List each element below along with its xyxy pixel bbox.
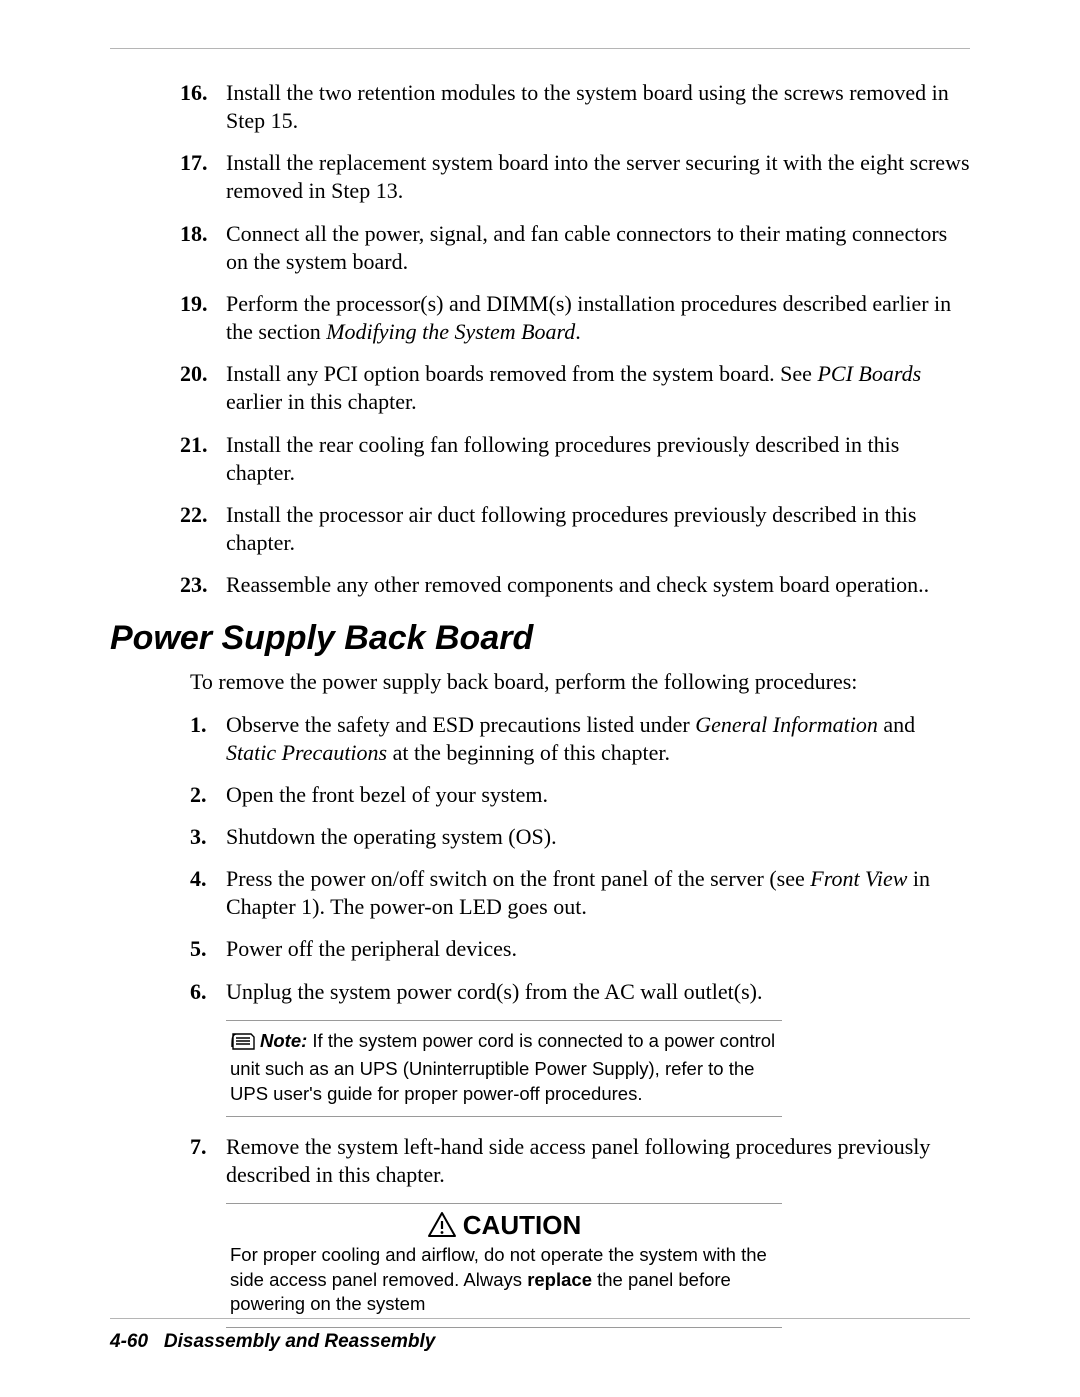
list-item: 16.Install the two retention modules to … [190,79,970,135]
step-text: Press the power on/off switch on the fro… [226,866,810,891]
step-number: 6. [190,978,207,1006]
note-icon [230,1031,256,1057]
list-item: 3. Shutdown the operating system (OS). [190,823,970,851]
note-label: Note: [260,1030,307,1051]
step-text: Install any PCI option boards removed fr… [226,361,817,386]
step-text: Unplug the system power cord(s) from the… [226,979,762,1004]
step-text: Install the rear cooling fan following p… [226,432,899,485]
step-number: 18. [180,220,208,248]
step-number: 4. [190,865,207,893]
bottom-rule [110,1318,970,1319]
step-text: earlier in this chapter. [226,389,417,414]
step-number: 21. [180,431,208,459]
step-number: 1. [190,711,207,739]
footer-title: Disassembly and Reassembly [164,1331,435,1352]
step-number: 23. [180,571,208,599]
manual-page: 16. Install the two retention modules to … [0,0,1080,1397]
page-footer: 4-60 Disassembly and Reassembly [110,1331,435,1353]
list-item: 22.Install the processor air duct follow… [190,501,970,557]
step-text: Install the replacement system board int… [226,150,970,203]
step-number: 20. [180,360,208,388]
list-item: 2. Open the front bezel of your system. [190,781,970,809]
step-number: 17. [180,149,208,177]
note-body: Note: If the system power cord is connec… [226,1021,782,1116]
step-text: . [575,319,581,344]
step-number: 7. [190,1133,207,1161]
list-item: 1. Observe the safety and ESD precautions… [190,711,970,767]
list-item: 20.Install any PCI option boards removed… [190,360,970,416]
step-text: Install the two retention modules to the… [226,80,949,133]
warning-icon [427,1211,457,1239]
section-intro: To remove the power supply back board, p… [190,668,970,696]
section-heading: Power Supply Back Board [110,619,970,658]
step-text: Reassemble any other removed components … [226,572,929,597]
step-text: Install the processor air duct following… [226,502,916,555]
list-item: 23.Reassemble any other removed componen… [190,571,970,599]
step-text: Observe the safety and ESD precautions l… [226,712,695,737]
list-item: 17.Install the replacement system board … [190,149,970,205]
caution-heading: CAUTION [226,1204,782,1243]
page-number: 4-60 [110,1331,148,1352]
list-item: 18.Connect all the power, signal, and fa… [190,220,970,276]
step-text: at the beginning of this chapter. [387,740,670,765]
step-number: 5. [190,935,207,963]
caution-body: For proper cooling and airflow, do not o… [226,1243,782,1326]
step-number: 19. [180,290,208,318]
list-item: 6. Unplug the system power cord(s) from t… [190,978,970,1006]
top-rule [110,48,970,49]
step-text: and [878,712,915,737]
step-text: Modifying the System Board [326,319,575,344]
step-text: Remove the system left-hand side access … [226,1134,930,1187]
step-number: 16. [180,79,208,107]
list-item: 4. Press the power on/off switch on the f… [190,865,970,921]
step-number: 22. [180,501,208,529]
procedure-steps-list: 1. Observe the safety and ESD precautions… [190,711,970,1006]
step-text: Open the front bezel of your system. [226,782,548,807]
callout-rule [226,1327,782,1328]
list-item: 21.Install the rear cooling fan followin… [190,431,970,487]
step-text: Static Precautions [226,740,387,765]
caution-label: CAUTION [463,1210,581,1240]
caution-callout: CAUTION For proper cooling and airflow, … [226,1203,782,1327]
callout-rule [226,1116,782,1117]
step-number: 2. [190,781,207,809]
continuation-steps-list: 16.Install the two retention modules to … [190,79,970,599]
list-item: 5. Power off the peripheral devices. [190,935,970,963]
step-text: General Information [695,712,878,737]
step-text: PCI Boards [817,361,921,386]
procedure-steps-list-cont: 7. Remove the system left-hand side acces… [190,1133,970,1189]
list-item: 19.Perform the processor(s) and DIMM(s) … [190,290,970,346]
step-text: Front View [810,866,907,891]
caution-text-bold: replace [527,1269,592,1290]
list-item: 7. Remove the system left-hand side acces… [190,1133,970,1189]
step-text: Connect all the power, signal, and fan c… [226,221,947,274]
step-text: Shutdown the operating system (OS). [226,824,557,849]
note-callout: Note: If the system power cord is connec… [226,1020,782,1117]
note-text: If the system power cord is connected to… [230,1030,775,1104]
step-text: Power off the peripheral devices. [226,936,517,961]
step-number: 3. [190,823,207,851]
